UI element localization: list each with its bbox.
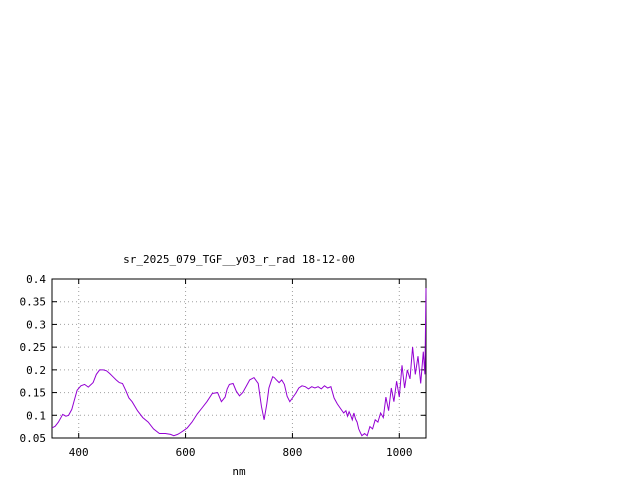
y-tick-label: 0.05: [20, 432, 47, 445]
y-tick-label: 0.35: [20, 296, 47, 309]
x-tick-label: 800: [282, 446, 302, 459]
y-tick-label: 0.4: [26, 273, 46, 286]
axis-ticks: 400 600 800 1000 0.05 0.1 0.15 0.2 0.25 0.3 0.35 0.…: [20, 273, 426, 459]
x-tick-label: 1000: [386, 446, 413, 459]
x-tick-label: 400: [69, 446, 89, 459]
y-tick-label: 0.2: [26, 364, 46, 377]
x-tick-label: 600: [176, 446, 196, 459]
y-tick-label: 0.1: [26, 409, 46, 422]
y-tick-label: 0.3: [26, 318, 46, 331]
series-layer: [51, 288, 427, 437]
series-line: [51, 288, 427, 437]
y-tick-label: 0.15: [20, 387, 47, 400]
y-tick-label: 0.25: [20, 341, 47, 354]
x-axis-label: nm: [232, 465, 246, 478]
grid-lines: [52, 279, 426, 438]
plot-frame: [51, 278, 427, 439]
chart-title: sr_2025_079_TGF__y03_r_rad 18-12-00: [123, 253, 355, 266]
